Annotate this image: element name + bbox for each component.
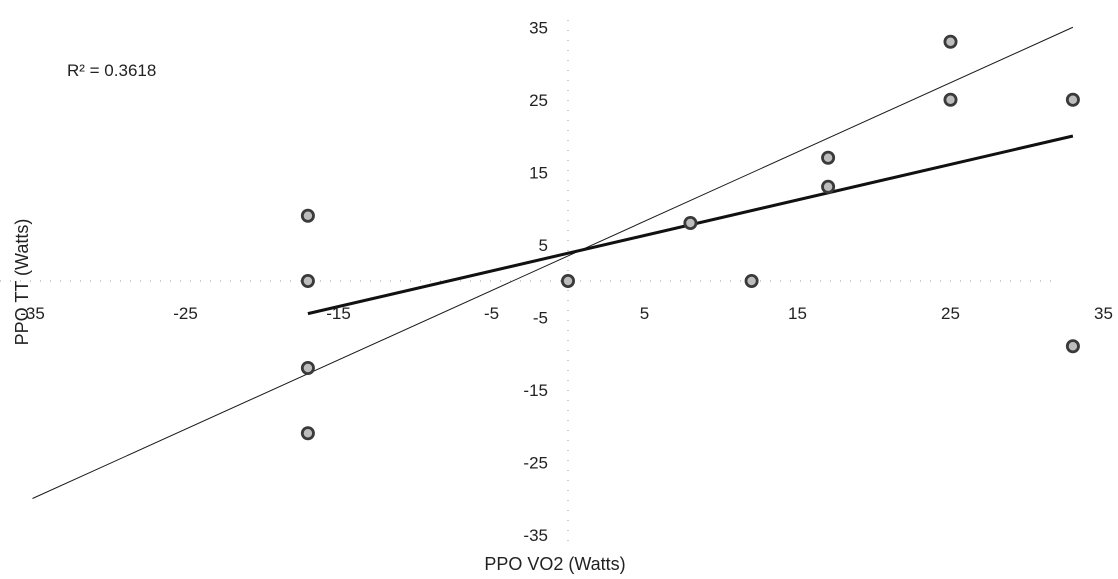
data-points xyxy=(300,34,1080,441)
x-tick-label: 5 xyxy=(640,304,649,323)
x-tick-label: 35 xyxy=(1094,304,1113,323)
data-point xyxy=(300,208,315,223)
data-point xyxy=(300,361,315,375)
y-axis-title: PPO TT (Watts) xyxy=(12,219,32,346)
x-tick-label: -35 xyxy=(20,304,45,323)
data-point xyxy=(1065,339,1080,354)
x-tick-label: -15 xyxy=(326,304,351,323)
data-point xyxy=(1065,92,1080,107)
x-tick-labels: -35 -25 -15 -5 5 15 25 35 xyxy=(20,304,1113,323)
y-tick-labels: 35 25 15 5 -5 -15 -25 -35 xyxy=(523,18,548,545)
x-tick-label: -5 xyxy=(484,304,499,323)
data-point xyxy=(821,179,836,194)
y-tick-label: 5 xyxy=(539,236,548,255)
x-tick-label: 25 xyxy=(941,304,960,323)
y-tick-label: -35 xyxy=(523,526,548,545)
data-point xyxy=(744,274,759,288)
data-point xyxy=(821,150,836,165)
data-point xyxy=(683,216,698,230)
y-tick-label: 35 xyxy=(529,18,548,37)
x-tick-label: 15 xyxy=(788,304,807,323)
data-point xyxy=(943,92,958,107)
x-tick-label: -25 xyxy=(173,304,198,323)
y-tick-label: 15 xyxy=(529,163,548,182)
data-point xyxy=(943,34,958,49)
x-axis-title: PPO VO2 (Watts) xyxy=(484,554,625,574)
data-point xyxy=(300,426,315,441)
r-squared-annotation: R² = 0.3618 xyxy=(67,61,156,80)
y-tick-label: -15 xyxy=(523,381,548,400)
y-tick-label: -25 xyxy=(523,453,548,472)
fit-lines xyxy=(32,26,1074,499)
data-point xyxy=(300,274,315,288)
data-point xyxy=(561,274,575,288)
y-tick-label: -5 xyxy=(533,308,548,327)
axes xyxy=(0,20,1060,545)
identity-line xyxy=(32,26,1074,499)
y-tick-label: 25 xyxy=(529,91,548,110)
